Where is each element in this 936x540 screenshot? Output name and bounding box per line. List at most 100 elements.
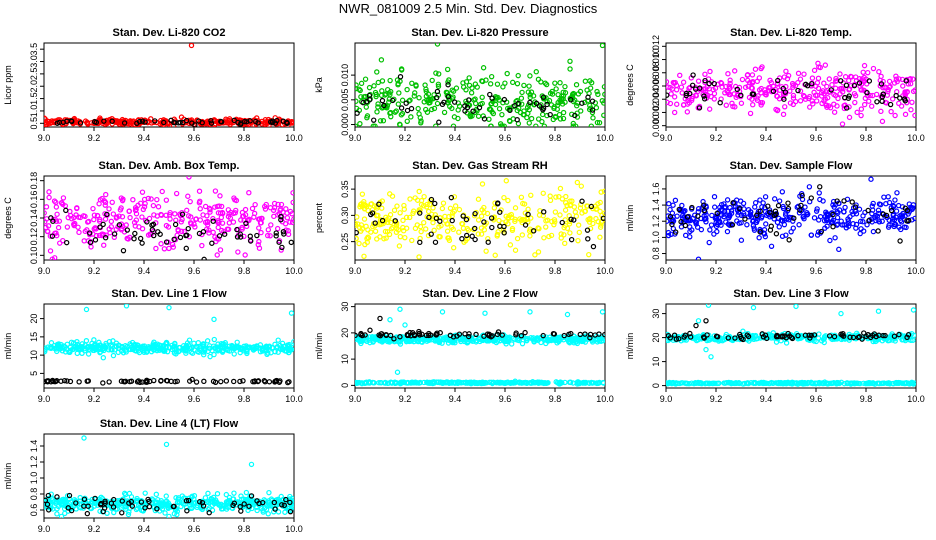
data-point — [597, 199, 603, 206]
data-point — [726, 214, 732, 221]
data-point — [202, 219, 209, 226]
data-point — [202, 120, 208, 127]
data-point — [382, 92, 388, 98]
data-point — [391, 336, 397, 342]
data-point — [768, 379, 775, 386]
data-point — [597, 234, 603, 240]
data-point — [727, 77, 733, 83]
data-point — [551, 331, 558, 337]
data-point — [379, 198, 385, 204]
data-point — [578, 183, 585, 189]
data-point — [545, 380, 551, 386]
data-point — [412, 195, 418, 201]
data-point — [49, 233, 56, 239]
data-point — [212, 345, 218, 351]
panel-title: Stan. Dev. Amb. Box Temp. — [99, 160, 240, 172]
data-point — [215, 224, 221, 231]
data-point — [896, 76, 902, 82]
data-point — [666, 380, 670, 387]
data-point — [851, 380, 857, 386]
data-point — [672, 229, 679, 235]
data-point — [758, 90, 764, 96]
data-point — [430, 205, 436, 211]
outlier-point — [695, 256, 702, 260]
data-point — [858, 106, 865, 112]
data-point — [142, 119, 148, 125]
data-point — [446, 77, 452, 83]
x-tick-label: 9.2 — [710, 133, 723, 143]
data-point — [188, 214, 194, 220]
data-point — [507, 107, 513, 114]
data-point — [423, 204, 430, 210]
data-point — [357, 204, 363, 210]
data-point — [148, 196, 154, 202]
data-point — [256, 225, 262, 231]
data-point — [373, 91, 379, 98]
data-point — [433, 215, 440, 221]
data-point — [209, 240, 215, 246]
data-point — [811, 215, 818, 221]
data-point — [757, 335, 764, 341]
data-point — [100, 355, 107, 361]
data-point — [570, 380, 576, 386]
data-point — [379, 88, 385, 94]
data-point — [498, 123, 505, 127]
data-point — [243, 223, 250, 230]
data-point — [590, 243, 597, 250]
data-point — [811, 332, 818, 338]
data-point — [221, 228, 227, 235]
data-point — [779, 333, 786, 339]
data-point — [375, 101, 381, 107]
data-point — [826, 76, 833, 82]
data-point — [891, 216, 898, 223]
data-point — [684, 109, 691, 115]
data-point — [457, 379, 463, 385]
data-point — [125, 511, 132, 518]
data-point — [260, 345, 266, 352]
data-point — [533, 123, 539, 127]
data-point — [466, 331, 472, 337]
data-point — [735, 212, 741, 218]
data-point — [727, 85, 733, 91]
data-point — [280, 118, 286, 124]
data-point — [561, 232, 567, 238]
data-point — [237, 234, 244, 240]
data-point — [94, 213, 101, 219]
x-tick-label: 9.8 — [238, 133, 251, 143]
panel-title: Stan. Dev. Gas Stream RH — [412, 160, 548, 172]
data-point — [891, 333, 898, 339]
data-point — [773, 211, 779, 218]
data-point — [883, 200, 889, 207]
data-point — [422, 82, 428, 88]
data-point — [807, 104, 813, 110]
data-point — [436, 233, 442, 240]
data-point — [893, 76, 900, 82]
data-point — [231, 490, 237, 496]
data-point — [155, 204, 162, 210]
data-point — [541, 209, 547, 215]
data-point — [44, 347, 48, 353]
data-point — [689, 204, 695, 211]
data-point — [440, 335, 447, 341]
data-point — [466, 97, 472, 103]
data-point — [428, 231, 434, 237]
data-point — [888, 108, 894, 115]
data-point — [711, 90, 718, 97]
data-point — [797, 207, 803, 213]
data-point — [707, 227, 713, 233]
data-point — [870, 338, 876, 345]
data-point — [796, 222, 802, 228]
data-point — [707, 68, 713, 75]
data-point — [802, 96, 809, 102]
data-point — [355, 235, 359, 242]
y-tick-label: 0.8 — [651, 247, 661, 260]
y-tick-label: 0.8 — [29, 488, 39, 501]
data-point — [751, 227, 758, 233]
data-point — [841, 105, 848, 112]
data-point — [193, 343, 199, 350]
data-point — [480, 65, 487, 71]
data-point — [235, 249, 241, 255]
data-point — [492, 252, 498, 258]
data-point — [463, 216, 470, 223]
